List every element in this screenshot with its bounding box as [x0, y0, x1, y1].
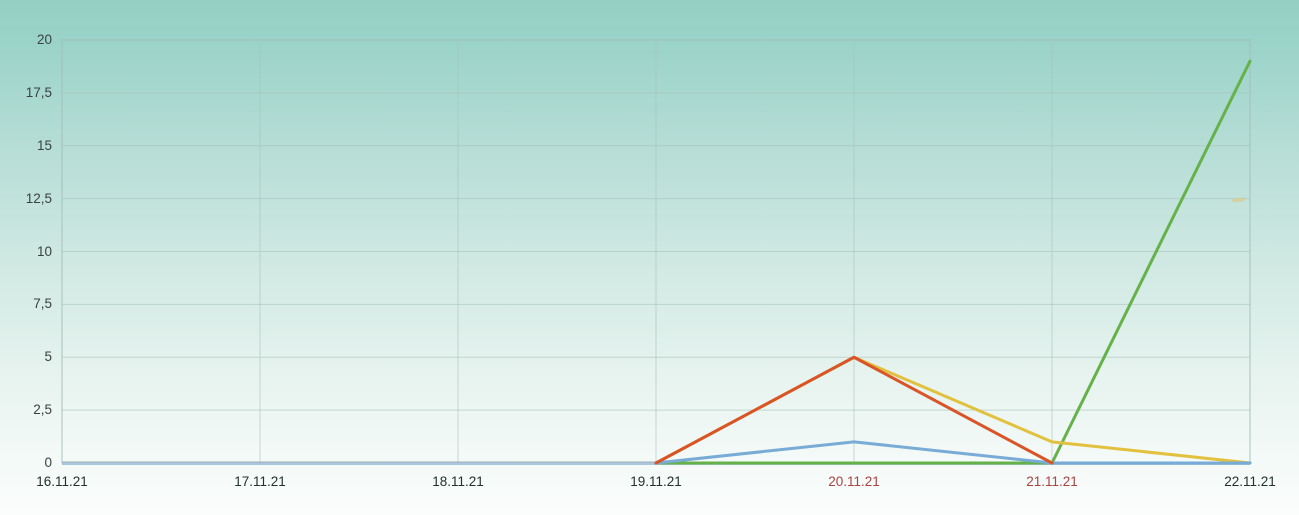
x-tick-label: 22.11.21 — [1224, 474, 1276, 489]
y-tick-label: 0 — [44, 455, 52, 470]
y-tick-label: 15 — [36, 137, 52, 153]
stray-mark — [1232, 197, 1245, 203]
y-tick-label: 10 — [36, 243, 52, 259]
x-tick-label: 16.11.21 — [36, 474, 88, 489]
y-tick-label: 7,5 — [33, 296, 52, 312]
y-tick-label: 5 — [44, 349, 52, 365]
y-tick-label: 20 — [36, 32, 52, 47]
green-series — [654, 59, 1252, 465]
x-tick-label: 20.11.21 — [828, 474, 880, 489]
y-tick-label: 17,5 — [25, 84, 52, 100]
blue-series — [654, 440, 1252, 465]
x-tick-label: 19.11.21 — [630, 474, 682, 489]
x-tick-label: 21.11.21 — [1026, 474, 1078, 489]
y-tick-label: 12,5 — [25, 190, 52, 206]
x-tick-label: 18.11.21 — [432, 474, 484, 489]
y-tick-label: 2,5 — [33, 402, 52, 418]
red-series — [654, 355, 1054, 465]
x-tick-label: 17.11.21 — [234, 474, 286, 489]
